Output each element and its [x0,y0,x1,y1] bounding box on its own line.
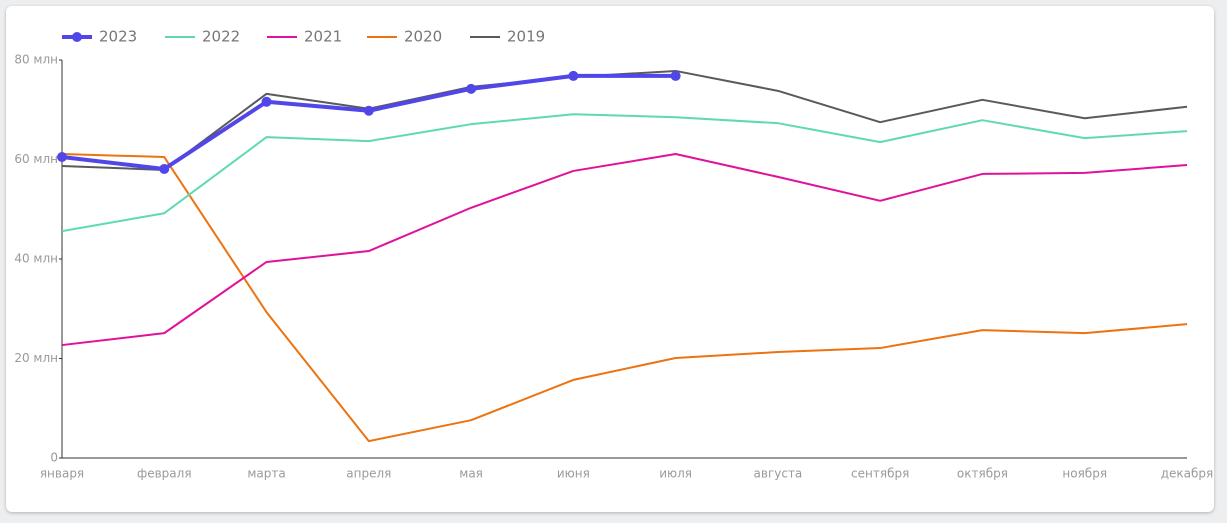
legend-label: 2023 [99,28,137,46]
legend-label: 2020 [404,28,442,46]
legend-label: 2019 [507,28,545,46]
series-line [61,153,1188,347]
x-tick-label: января [40,467,84,481]
y-tick-label: 60 млн [14,152,58,166]
y-tick-label: 80 млн [14,53,58,67]
x-tick-label: апреля [346,467,391,481]
series-line [61,69,1188,171]
series-line [61,113,1188,233]
legend-marker [72,32,82,42]
legend-label: 2022 [202,28,240,46]
x-tick-label: мая [459,467,483,481]
series-line [61,153,1188,443]
x-tick-label: декабря [1161,467,1214,481]
x-tick-label: июня [557,467,590,481]
point [670,70,681,81]
point [261,96,272,107]
y-tick-label: 40 млн [14,252,58,266]
x-tick-label: февраля [137,467,192,481]
point [568,70,579,81]
card [6,6,1214,512]
x-tick-label: сентября [851,467,909,481]
point [363,105,374,116]
y-tick-label: 0 [50,451,58,465]
series-line [61,73,676,171]
x-tick-label: ноября [1062,467,1107,481]
point [159,163,170,174]
y-tick-label: 20 млн [14,351,58,365]
x-tick-label: июля [659,467,692,481]
point [466,83,477,94]
x-tick-label: марта [247,467,285,481]
legend-label: 2021 [304,28,342,46]
x-tick-label: октября [957,467,1008,481]
x-tick-label: августа [754,467,803,481]
point [57,152,67,163]
